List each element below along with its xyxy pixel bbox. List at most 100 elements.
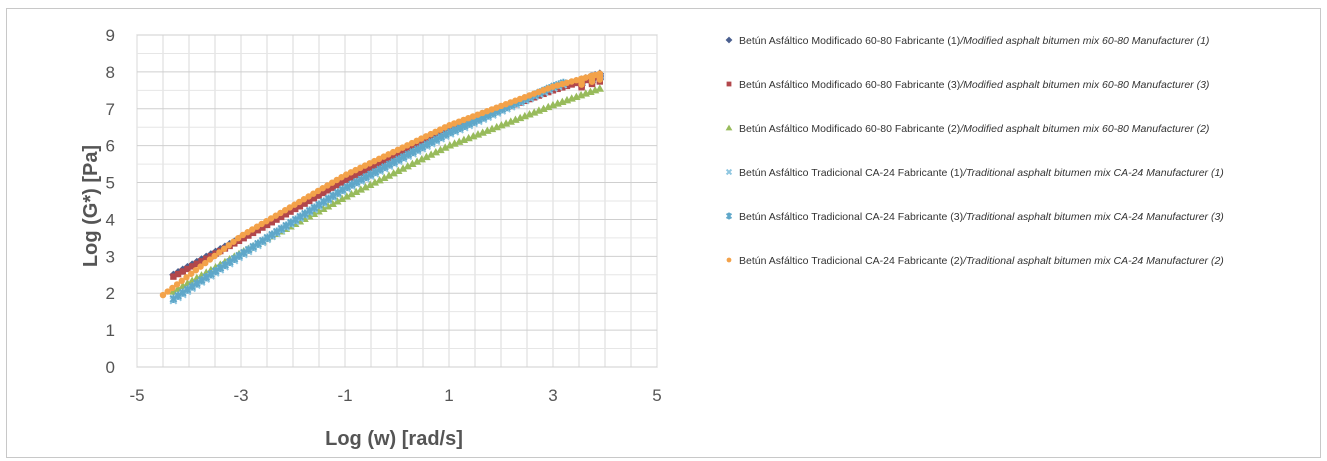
data-point — [235, 251, 244, 260]
data-point — [225, 242, 232, 249]
data-point — [357, 169, 365, 177]
data-point — [230, 238, 237, 245]
data-point — [173, 281, 181, 288]
axes: -5 -3 -1 1 3 5 0 1 2 3 4 5 6 7 8 9 — [106, 26, 662, 405]
data-point — [203, 255, 210, 262]
legend-item: Betún Asfáltico Tradicional CA-24 Fabric… — [726, 255, 1224, 267]
legend-label-en: /Modified asphalt bitumen mix 60-80 Manu… — [959, 79, 1209, 91]
data-point — [249, 229, 257, 237]
data-point — [187, 270, 195, 277]
data-point — [409, 147, 417, 157]
data-point — [390, 157, 399, 167]
data-point — [301, 200, 308, 207]
data-point — [356, 185, 366, 193]
data-point — [422, 152, 431, 161]
data-point — [244, 229, 251, 236]
data-point — [588, 78, 596, 85]
data-point — [456, 123, 464, 133]
data-point — [310, 195, 318, 202]
data-point — [245, 232, 252, 239]
data-point — [426, 150, 436, 158]
chart-frame: -5 -3 -1 1 3 5 0 1 2 3 4 5 6 7 8 9 Log (G*) [Pa] Log (w… — [6, 8, 1321, 458]
data-point — [249, 242, 258, 251]
data-point — [385, 155, 393, 163]
y-tick-label: 1 — [106, 321, 115, 340]
data-point — [343, 182, 352, 192]
data-point — [381, 158, 388, 165]
legend-label-en: /Modified asphalt bitumen mix 60-80 Manu… — [959, 35, 1209, 47]
legend-marker — [725, 212, 733, 220]
data-point — [315, 200, 323, 209]
data-point — [159, 291, 167, 299]
data-point — [319, 204, 328, 213]
legend-label-en: /Modified asphalt bitumen mix 60-80 Manu… — [959, 123, 1209, 135]
data-point — [296, 212, 305, 221]
data-point — [198, 258, 205, 265]
data-point — [259, 224, 266, 231]
data-point — [240, 235, 247, 242]
data-point — [221, 260, 229, 270]
data-point — [375, 175, 384, 184]
data-point — [296, 203, 304, 210]
data-point — [442, 130, 450, 139]
data-point — [216, 249, 223, 256]
data-point — [328, 199, 337, 208]
legend-label-es: Betún Asfáltico Tradicional CA-24 Fabric… — [739, 167, 963, 179]
data-point — [267, 215, 275, 222]
data-point — [323, 202, 333, 210]
data-point — [272, 212, 279, 219]
data-point — [220, 245, 228, 253]
chart: -5 -3 -1 1 3 5 0 1 2 3 4 5 6 7 8 9 Log (G*) [Pa] Log (w… — [80, 26, 1224, 450]
legend-marker — [726, 257, 732, 263]
data-point — [239, 231, 247, 239]
data-point — [440, 143, 450, 151]
data-point — [431, 148, 440, 156]
y-tick-label: 4 — [106, 210, 115, 229]
data-point — [197, 263, 204, 270]
data-point — [174, 291, 183, 300]
legend-label-es: Betún Asfáltico Tradicional CA-24 Fabric… — [739, 211, 963, 223]
data-point — [595, 84, 604, 92]
data-point — [437, 132, 446, 142]
data-point — [418, 142, 427, 152]
data-point — [389, 168, 398, 177]
data-point — [178, 277, 185, 285]
data-point — [324, 187, 332, 194]
x-tick-label: -5 — [129, 386, 144, 405]
data-point — [451, 125, 460, 135]
y-tick-label: 2 — [106, 284, 115, 303]
data-point — [413, 145, 422, 154]
data-point — [338, 179, 346, 186]
data-point — [384, 171, 394, 179]
data-point — [362, 167, 369, 174]
data-point — [333, 188, 342, 197]
data-point — [178, 288, 187, 297]
data-point — [351, 187, 361, 195]
data-point — [427, 137, 436, 147]
y-axis-title: Log (G*) [Pa] — [80, 145, 102, 267]
x-tick-label: -3 — [233, 386, 248, 405]
data-point — [183, 274, 190, 281]
legend-marker — [726, 81, 732, 87]
data-point — [352, 177, 361, 187]
data-point — [253, 223, 261, 230]
legend-item: Betún Asfáltico Tradicional CA-24 Fabric… — [725, 211, 1224, 223]
legend-label: Betún Asfáltico Tradicional CA-24 Fabric… — [739, 255, 1224, 267]
x-tick-label: -1 — [337, 386, 352, 405]
x-axis-title: Log (w) [rad/s] — [325, 428, 463, 450]
legend-label-es: Betún Asfáltico Tradicional CA-24 Fabric… — [739, 255, 963, 267]
y-tick-label: 9 — [106, 26, 115, 45]
data-point — [164, 288, 171, 295]
data-point — [282, 221, 291, 230]
data-point — [287, 208, 294, 215]
data-point — [207, 252, 215, 260]
data-point — [338, 185, 347, 194]
data-points — [159, 69, 604, 305]
data-point — [216, 263, 225, 273]
y-tick-label: 0 — [106, 358, 115, 377]
data-point — [188, 282, 197, 291]
data-point — [277, 213, 285, 221]
data-point — [329, 191, 338, 200]
legend-label-en: /Traditional asphalt bitumen mix CA-24 M… — [962, 167, 1224, 179]
legend-label-es: Betún Asfáltico Modificado 60-80 Fabrica… — [739, 79, 960, 91]
